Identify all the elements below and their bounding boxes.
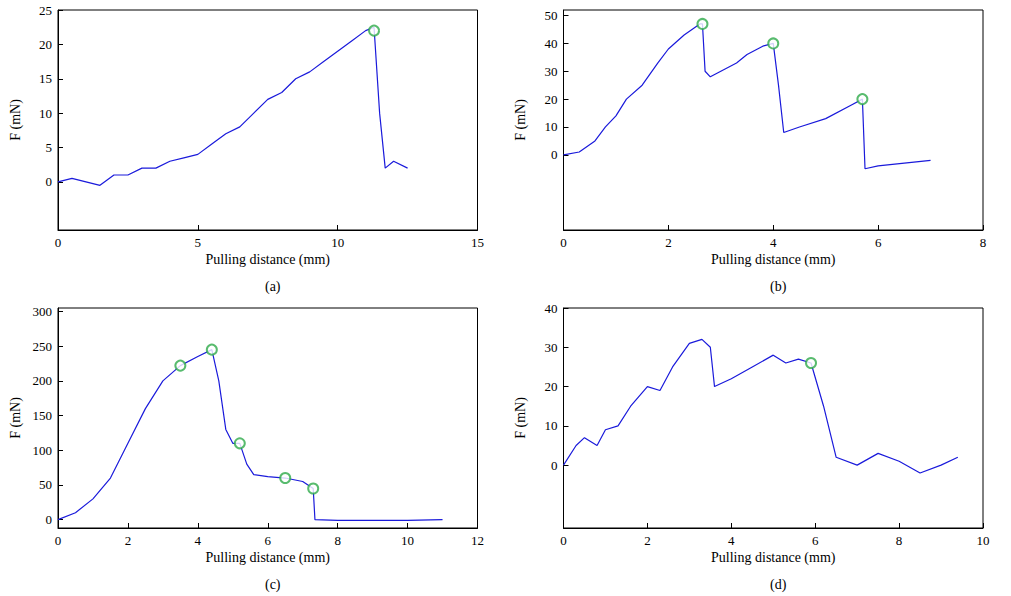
svg-text:0: 0 [46,174,53,189]
svg-text:10: 10 [39,106,52,121]
svg-text:12: 12 [471,533,484,548]
svg-text:6: 6 [812,533,819,548]
svg-text:8: 8 [896,533,903,548]
svg-text:4: 4 [195,533,202,548]
svg-text:5: 5 [195,235,202,250]
svg-text:40: 40 [545,36,558,51]
svg-text:15: 15 [471,235,484,250]
svg-text:F (mN): F (mN) [8,397,24,439]
svg-text:5: 5 [46,140,53,155]
svg-text:4: 4 [728,533,735,548]
svg-text:2: 2 [125,533,132,548]
svg-text:20: 20 [545,92,558,107]
svg-text:15: 15 [39,71,52,86]
svg-text:20: 20 [545,379,558,394]
svg-text:150: 150 [33,408,53,423]
svg-text:50: 50 [545,8,558,23]
svg-text:20: 20 [39,37,52,52]
svg-text:0: 0 [560,533,567,548]
svg-text:200: 200 [33,373,53,388]
svg-text:4: 4 [770,235,777,250]
svg-text:300: 300 [33,304,53,319]
svg-text:Pulling distance (mm): Pulling distance (mm) [711,550,836,566]
svg-text:0: 0 [560,235,567,250]
svg-text:(b): (b) [770,279,787,295]
svg-text:10: 10 [545,119,558,134]
svg-text:0: 0 [551,458,558,473]
svg-text:0: 0 [55,235,62,250]
svg-text:8: 8 [980,235,987,250]
svg-text:10: 10 [331,235,344,250]
svg-text:6: 6 [875,235,882,250]
svg-text:30: 30 [545,64,558,79]
svg-text:10: 10 [401,533,414,548]
svg-text:25: 25 [39,3,52,18]
svg-text:2: 2 [665,235,672,250]
svg-text:50: 50 [39,477,52,492]
svg-text:Pulling distance (mm): Pulling distance (mm) [206,252,331,268]
svg-text:(d): (d) [770,577,787,593]
svg-text:F (mN): F (mN) [513,397,529,439]
svg-text:40: 40 [545,301,558,316]
svg-text:Pulling distance (mm): Pulling distance (mm) [711,252,836,268]
svg-text:8: 8 [334,533,341,548]
svg-text:6: 6 [265,533,272,548]
svg-text:2: 2 [644,533,651,548]
svg-text:100: 100 [33,443,53,458]
svg-text:0: 0 [46,512,53,527]
svg-text:F (mN): F (mN) [8,99,24,141]
svg-text:Pulling distance (mm): Pulling distance (mm) [206,550,331,566]
svg-text:30: 30 [545,340,558,355]
svg-text:10: 10 [977,533,990,548]
svg-text:(a): (a) [265,279,281,295]
svg-text:250: 250 [33,339,53,354]
svg-text:10: 10 [545,418,558,433]
svg-text:0: 0 [551,147,558,162]
svg-text:(c): (c) [265,577,281,593]
svg-text:F (mN): F (mN) [513,99,529,141]
svg-text:0: 0 [55,533,62,548]
